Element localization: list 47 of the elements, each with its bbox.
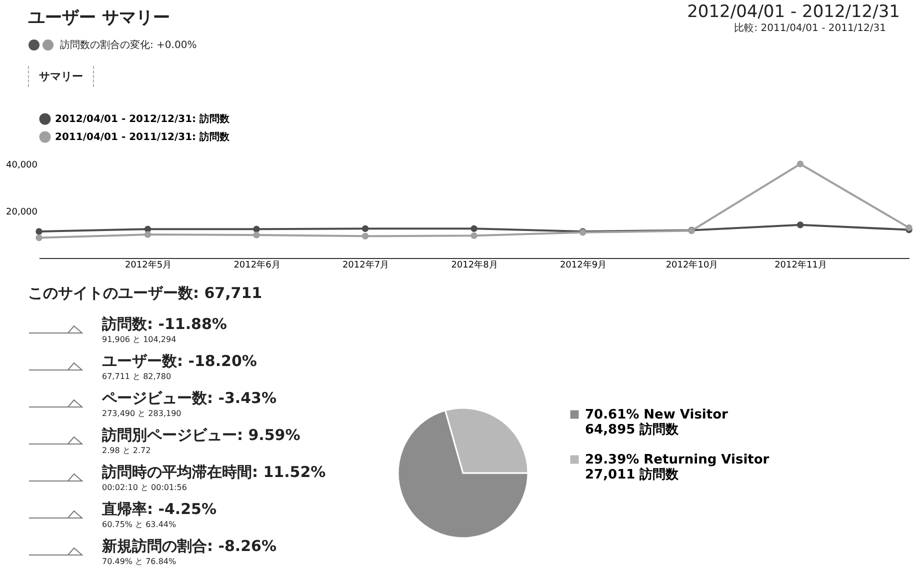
x-tick-label: 2012年7月 — [342, 260, 390, 270]
chart-title: ユーザー サマリー — [28, 7, 170, 29]
text: 64,895 訪問数 — [585, 422, 680, 438]
text: 70.49% と 76.84% — [102, 556, 178, 566]
pie-slice — [397, 410, 529, 539]
point — [36, 228, 42, 235]
text: 27,011 訪問数 — [585, 466, 680, 482]
text: 訪問別ページビュー: 9.59% — [102, 426, 300, 444]
point — [36, 234, 42, 242]
point — [796, 222, 804, 228]
point — [144, 231, 152, 238]
text: 2.98 と 2.72 — [102, 444, 152, 456]
legend-label: 29.39% Returning Visitor — [585, 452, 770, 468]
point — [470, 232, 478, 240]
point — [470, 225, 478, 232]
point — [362, 232, 369, 240]
text: 67,711 と 82,780 — [102, 370, 172, 382]
text: 訪問時の平均滞在時間: 11.52% — [102, 462, 326, 482]
point — [796, 160, 804, 168]
text: 91,906 と 104,294 — [102, 334, 178, 344]
point — [253, 226, 260, 232]
x-tick-label: 2012年5月 — [124, 260, 172, 270]
text: 00:02:10 と 00:01:56 — [102, 482, 188, 492]
text: このサイトのユーザー数: 67,711 — [28, 284, 264, 303]
text: 273,490 と 283,190 — [102, 408, 182, 418]
text: 直帰率: -4.25% — [102, 500, 216, 518]
y-tick-label: 40,000 — [6, 160, 38, 170]
legend-label: 70.61% New Visitor — [585, 408, 729, 422]
text: 訪問数の割合の変化: +0.00% — [60, 38, 197, 52]
x-tick-label: 2012年10月 — [666, 260, 718, 270]
point — [253, 232, 260, 238]
text: ページビュー数: -3.43% — [102, 388, 276, 408]
text: 訪問数: -11.88% — [102, 314, 227, 334]
text: サマリー — [28, 66, 94, 87]
point — [362, 225, 369, 232]
text: 新規訪問の割合: -8.26% — [102, 536, 276, 556]
x-tick-label: 2012年6月 — [234, 260, 280, 270]
text: 60.75% と 63.44% — [102, 518, 178, 530]
text: ユーザー数: -18.20% — [102, 352, 257, 370]
x-tick-label: 2012年9月 — [560, 260, 607, 270]
legend-label: 2012/04/01 - 2012/12/31: 訪問数 — [55, 113, 231, 125]
legend-label: 2011/04/01 - 2011/12/31: 訪問数 — [55, 131, 231, 143]
chart-subtitle: 2012/04/01 - 2012/12/31 — [687, 2, 900, 22]
x-tick-label: 2012年11月 — [774, 260, 827, 270]
y-tick-label: 20,000 — [6, 208, 38, 218]
text: 比較: 2011/04/01 - 2011/12/31 — [734, 22, 886, 35]
x-tick-label: 2012年8月 — [451, 260, 498, 270]
